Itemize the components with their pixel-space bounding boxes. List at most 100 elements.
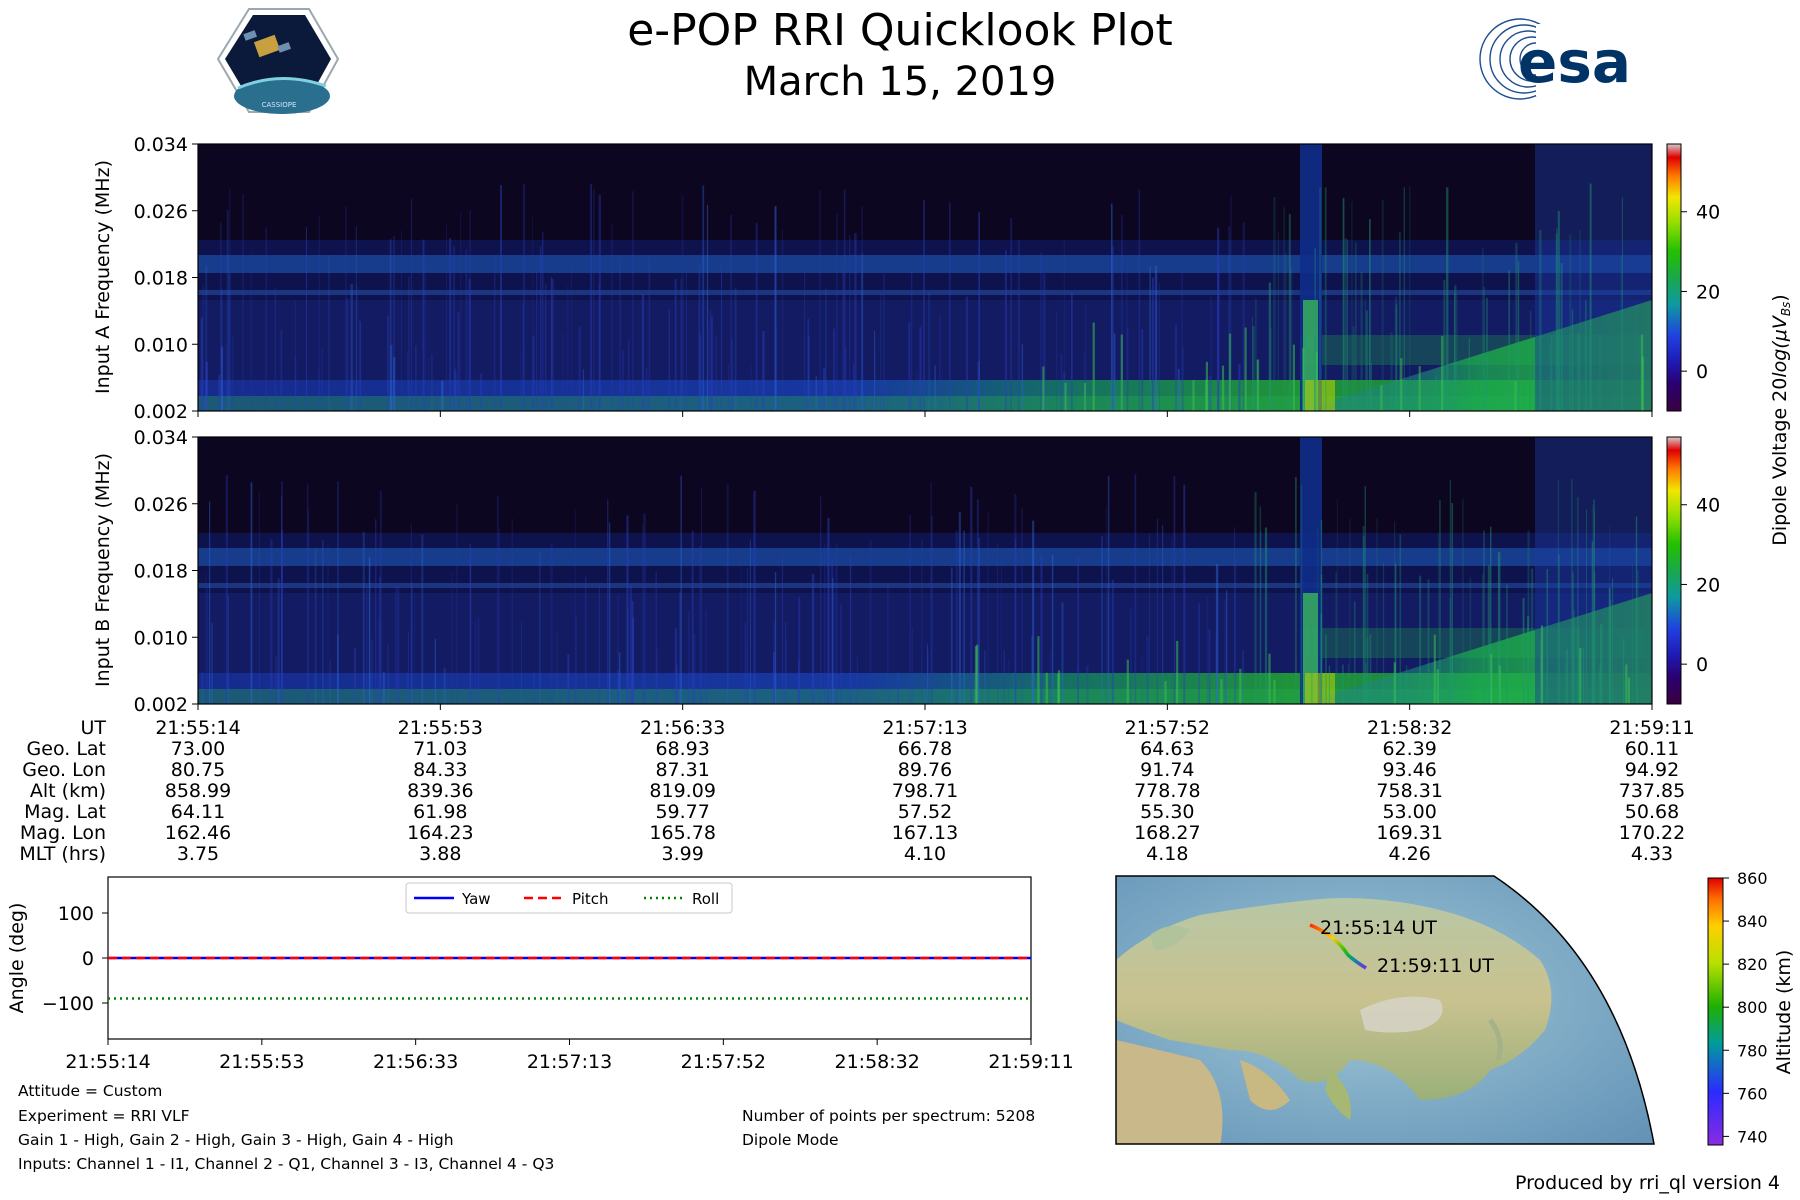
ephemeris-cell: 53.00: [1382, 801, 1436, 823]
ephemeris-cell: 4.10: [904, 843, 946, 865]
ephemeris-row-label: Geo. Lon: [22, 759, 106, 781]
ephemeris-cell: 167.13: [892, 822, 958, 844]
attitude-xtick-label: 21:57:52: [681, 1051, 766, 1073]
colorbar-tick-label: 40: [1696, 202, 1720, 224]
ephemeris-cell: 819.09: [649, 780, 715, 802]
ephemeris-cell: 21:59:11: [1609, 717, 1694, 739]
info-attitude: Attitude = Custom: [18, 1082, 163, 1100]
ground-track: [1309, 923, 1367, 970]
info-experiment: Experiment = RRI VLF: [18, 1107, 190, 1125]
attitude-ytick-label: 0: [82, 948, 94, 970]
altitude-colorbar-label: Altitude (km): [1773, 950, 1795, 1075]
ephemeris-cell: 169.31: [1376, 822, 1442, 844]
ephemeris-row-label: Mag. Lat: [24, 801, 106, 823]
info-points: Number of points per spectrum: 5208: [742, 1107, 1036, 1125]
ephemeris-cell: 858.99: [165, 780, 231, 802]
ephemeris-row-label: Mag. Lon: [20, 822, 106, 844]
map-landmass-scandinavia: [1150, 926, 1190, 950]
ephemeris-cell: 73.00: [171, 738, 225, 760]
ephemeris-cell: 162.46: [165, 822, 231, 844]
colorbar-tick-label: 0: [1696, 361, 1708, 383]
ephemeris-cell: 165.78: [649, 822, 715, 844]
attitude-legend: Yaw Pitch Roll: [405, 882, 733, 914]
ephemeris-cell: 61.98: [413, 801, 467, 823]
ephemeris-cell: 80.75: [171, 759, 225, 781]
input-b-ylabel: Input B Frequency (MHz): [92, 453, 114, 687]
ephemeris-cell: 4.33: [1631, 843, 1673, 865]
ephemeris-cell: 737.85: [1619, 780, 1685, 802]
ephemeris-cell: 21:55:14: [155, 717, 240, 739]
attitude-xtick-label: 21:57:13: [527, 1051, 612, 1073]
plot-title: e-POP RRI Quicklook Plot: [627, 5, 1173, 56]
ephemeris-cell: 798.71: [892, 780, 958, 802]
cassiope-logo: CASSIOPE: [216, 8, 340, 114]
attitude-xtick-label: 21:59:11: [988, 1051, 1073, 1073]
ephemeris-cell: 59.77: [655, 801, 709, 823]
ephemeris-cell: 93.46: [1382, 759, 1436, 781]
ephemeris-cell: 4.26: [1389, 843, 1431, 865]
info-gains: Gain 1 - High, Gain 2 - High, Gain 3 - H…: [18, 1131, 454, 1149]
spectrogram-colorbar-label: Dipole Voltage 20log(μVBs): [1769, 294, 1793, 545]
ground-track-map: 21:55:14 UT 21:59:11 UT: [1115, 875, 1656, 1146]
ytick-label: 0.018: [134, 268, 188, 290]
ephemeris-cell: 91.74: [1140, 759, 1194, 781]
attitude-ytick-label: 100: [58, 903, 94, 925]
ephemeris-cell: 64.63: [1140, 738, 1194, 760]
attitude-ytick-label: −100: [42, 993, 94, 1015]
legend-label-roll: Roll: [692, 890, 719, 908]
altitude-colorbar: 740 760 780 800 820 840 860 Altitude (km): [1707, 869, 1795, 1146]
attitude-plot: 100 0 −100 21:55:14 21:55:53 21:56:33 21:57:1…: [6, 876, 1074, 1073]
ephemeris-cell: 4.18: [1146, 843, 1188, 865]
spectrogram-streaks: [200, 183, 1644, 411]
ephemeris-cell: 170.22: [1619, 822, 1685, 844]
info-mode: Dipole Mode: [742, 1131, 839, 1149]
altitude-tick-label: 780: [1737, 1041, 1768, 1060]
spectrogram-input-a: Input A Frequency (MHz) 0.002 0.010 0.018 0…: [92, 134, 1653, 423]
ytick-label: 0.026: [134, 494, 188, 516]
ephemeris-cell: 168.27: [1134, 822, 1200, 844]
ephemeris-cell: 21:57:13: [882, 717, 967, 739]
plot-date: March 15, 2019: [743, 59, 1057, 105]
ephemeris-cell: 3.75: [177, 843, 219, 865]
ephemeris-row-label: Alt (km): [30, 780, 106, 802]
colorbar-tick-label: 0: [1696, 654, 1708, 676]
ephemeris-cell: 839.36: [407, 780, 473, 802]
ephemeris-cell: 89.76: [898, 759, 952, 781]
ytick-label: 0.002: [134, 694, 188, 716]
map-landmass-india: [1325, 1070, 1351, 1120]
ephemeris-cell: 64.11: [171, 801, 225, 823]
ephemeris-row-label: Geo. Lat: [27, 738, 106, 760]
attitude-xtick-label: 21:55:53: [219, 1051, 304, 1073]
ephemeris-cell: 21:55:53: [398, 717, 483, 739]
produced-by: Produced by rri_ql version 4: [1515, 1172, 1780, 1194]
map-tibet-plateau: [1360, 996, 1443, 1033]
ytick-label: 0.034: [134, 427, 188, 449]
ephemeris-cell: 55.30: [1140, 801, 1194, 823]
cassiope-logo-text: CASSIOPE: [262, 101, 297, 109]
ephemeris-cell: 758.31: [1376, 780, 1442, 802]
attitude-xtick-label: 21:55:14: [65, 1051, 150, 1073]
map-landmass-arabia: [1240, 1060, 1290, 1110]
altitude-tick-label: 820: [1737, 955, 1768, 974]
attitude-xtick-label: 21:58:32: [834, 1051, 919, 1073]
ytick-label: 0.018: [134, 561, 188, 583]
colorbar-tick-label: 20: [1696, 574, 1720, 596]
attitude-xtick-label: 21:56:33: [373, 1051, 458, 1073]
spectrogram-input-b-image: [198, 437, 1652, 704]
colorbar-tick-label: 20: [1696, 281, 1720, 303]
spectrogram-streaks: [201, 474, 1639, 704]
legend-label-yaw: Yaw: [461, 890, 491, 908]
spectrogram-colorbar-a: 0 20 40: [1666, 143, 1720, 412]
map-landmass-eurasia: [1116, 897, 1552, 1100]
ytick-label: 0.002: [134, 401, 188, 423]
map-start-label: 21:55:14 UT: [1320, 917, 1437, 939]
ephemeris-cell: 21:58:32: [1367, 717, 1452, 739]
ephemeris-cell: 57.52: [898, 801, 952, 823]
altitude-tick-label: 860: [1737, 869, 1768, 888]
map-end-label: 21:59:11 UT: [1377, 955, 1494, 977]
ephemeris-cell: 21:56:33: [640, 717, 725, 739]
ephemeris-cell: 94.92: [1625, 759, 1679, 781]
